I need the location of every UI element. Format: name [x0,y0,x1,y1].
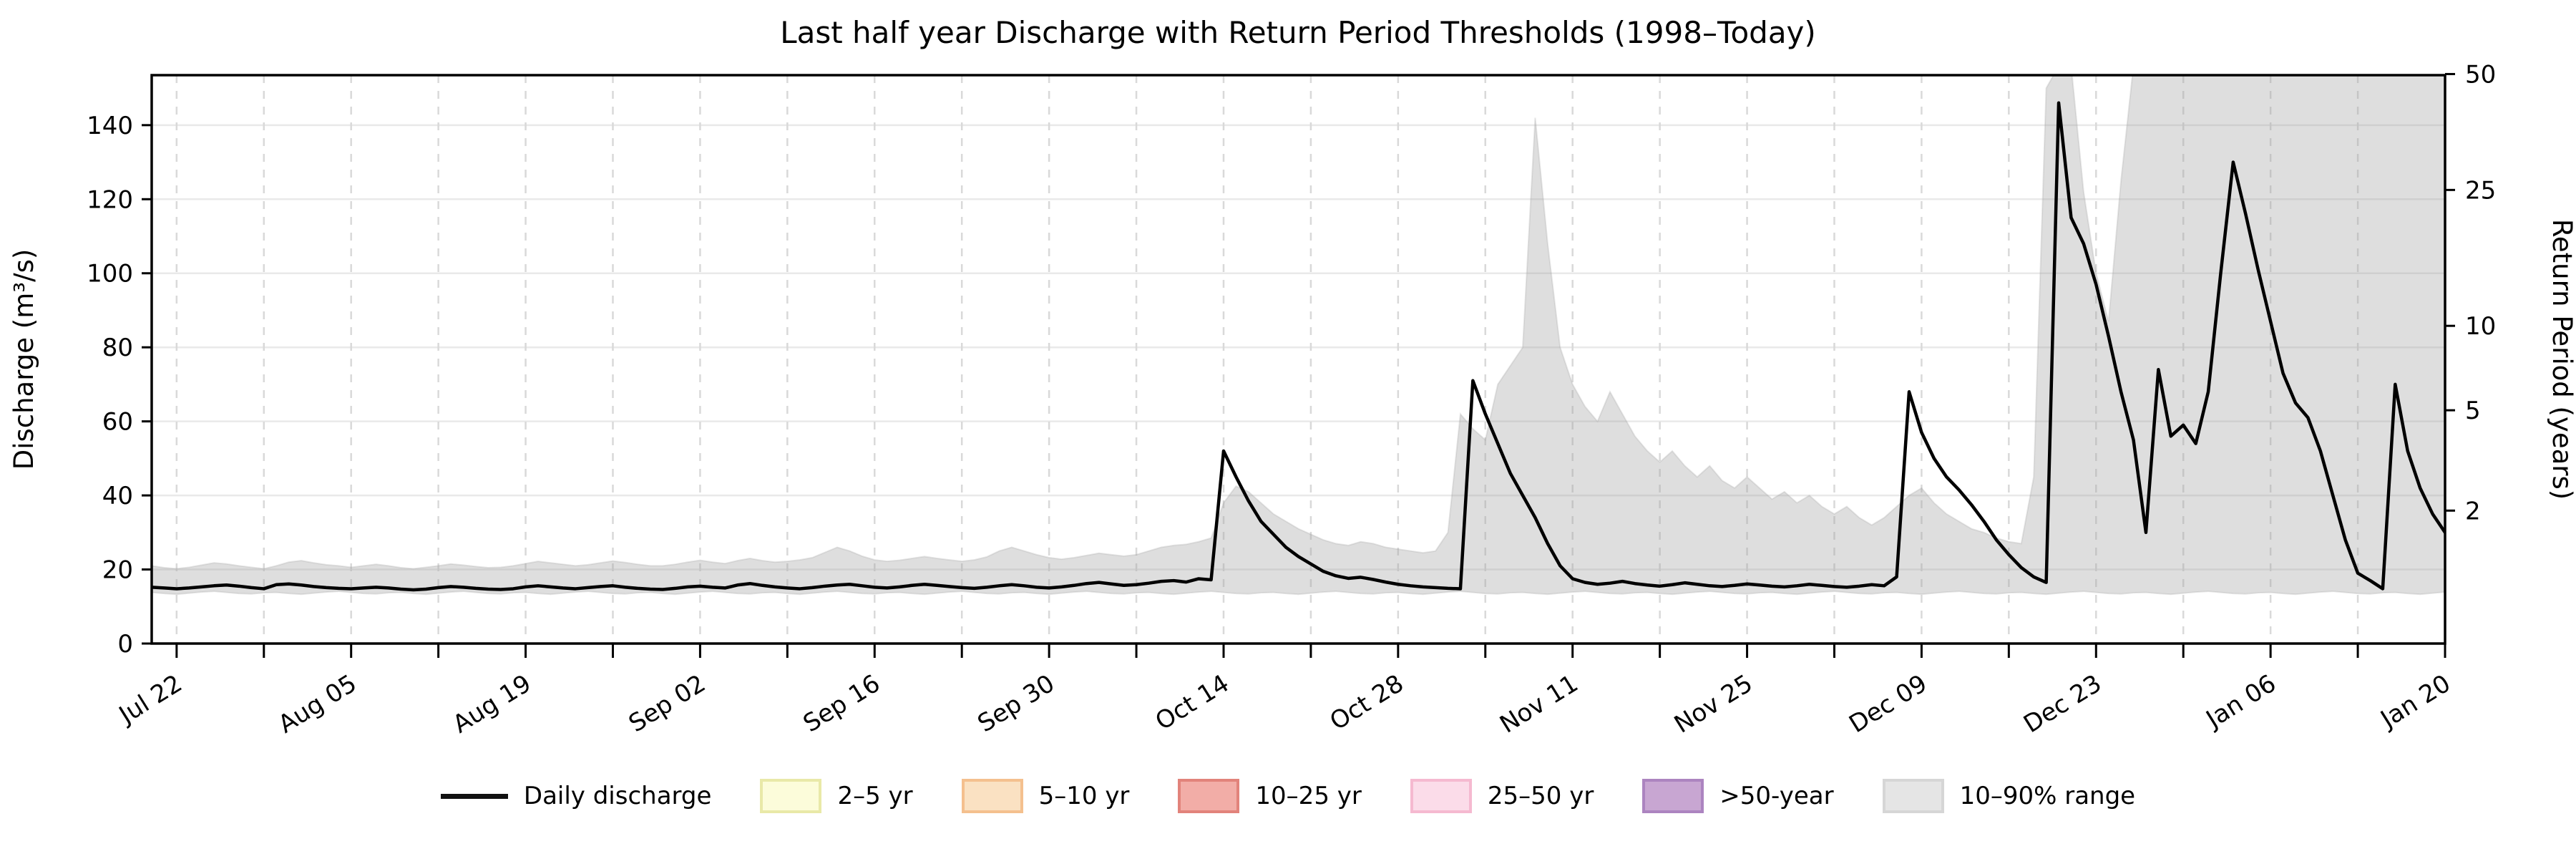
legend-item-10-25-yr: 10–25 yr [1178,779,1362,813]
x-tick-label: Nov 25 [1669,669,1757,739]
legend-item-5-10-yr: 5–10 yr [961,779,1130,813]
percentile-band-area [152,75,2445,596]
x-tick-label: Jan 06 [2200,669,2281,734]
y-left-tick-label: 140 [87,112,133,140]
x-tick-label: Sep 30 [973,669,1060,739]
legend-patch-swatch-5-10-yr [961,779,1023,813]
y-right-tick-label: 25 [2465,176,2496,205]
legend-label: 2–5 yr [837,782,913,810]
y-left-tick-label: 100 [87,260,133,288]
x-tick-label: Dec 23 [2019,669,2107,739]
legend-item-50-year: >50-year [1642,779,1834,813]
chart-title: Last half year Discharge with Return Per… [780,15,1816,50]
legend-label: 25–50 yr [1487,782,1594,810]
legend-patch-swatch-2-5-yr [760,779,822,813]
y-left-tick-label: 80 [102,334,133,362]
legend-item-daily-discharge: Daily discharge [440,779,712,813]
legend-label: >50-year [1719,782,1834,810]
y-left-tick-label: 20 [102,556,133,585]
x-tick-label: Aug 19 [448,669,536,739]
y-right-axis-label: Return Period (years) [2547,219,2576,500]
legend-patch-swatch-25-50-yr [1410,779,1472,813]
x-tick-label: Nov 11 [1495,669,1583,739]
plot-background [152,75,2445,644]
legend-line-swatch [440,779,508,813]
legend-label: Daily discharge [523,782,712,810]
y-left-tick-label: 40 [102,482,133,510]
daily-discharge-line [152,101,2445,592]
x-tick-label: Aug 05 [273,669,361,739]
y-right-tick-label: 2 [2465,497,2481,525]
x-tick-label: Jul 22 [113,669,187,730]
legend-label: 10–25 yr [1255,782,1362,810]
y-left-axis-label: Discharge (m³/s) [9,249,39,470]
x-tick-label: Dec 09 [1844,669,1932,739]
legend-item-2-5-yr: 2–5 yr [760,779,913,813]
x-tick-label: Sep 16 [799,669,885,739]
x-tick-label: Oct 28 [1325,669,1409,737]
x-tick-label: Jan 20 [2375,669,2456,734]
x-tick-label: Sep 02 [624,669,711,739]
x-tick-label: Oct 14 [1151,669,1234,737]
axes-border [150,74,2446,645]
legend-patch-swatch-10-25-yr [1178,779,1240,813]
legend-label: 10–90% range [1959,782,2136,810]
y-left-tick-label: 60 [102,408,133,437]
y-right-tick-label: 50 [2465,60,2496,89]
y-left-tick-label: 120 [87,185,133,214]
y-left-tick-label: 0 [117,630,133,659]
y-right-tick-label: 5 [2465,397,2481,425]
legend-item-10-90-range: 10–90% range [1882,779,2136,813]
legend-patch-swatch-50-year [1642,779,1704,813]
daily-discharge-line-sample [440,793,508,799]
legend-item-25-50-yr: 25–50 yr [1410,779,1594,813]
chart-legend: Daily discharge 2–5 yr 5–10 yr 10–25 yr 25–5… [0,779,2576,813]
legend-label: 5–10 yr [1038,782,1130,810]
legend-patch-swatch-10-90-range [1882,779,1944,813]
y-right-tick-label: 10 [2465,312,2496,341]
